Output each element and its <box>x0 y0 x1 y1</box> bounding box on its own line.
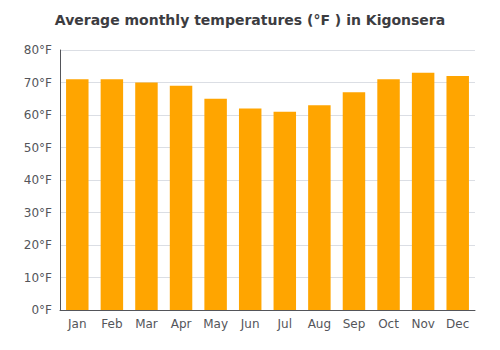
svg-text:Oct: Oct <box>378 317 399 331</box>
svg-text:Sep: Sep <box>343 317 366 331</box>
svg-text:40°F: 40°F <box>24 173 52 187</box>
svg-text:Dec: Dec <box>446 317 469 331</box>
svg-text:Apr: Apr <box>171 317 192 331</box>
svg-text:0°F: 0°F <box>31 303 52 317</box>
svg-text:Jul: Jul <box>277 317 292 331</box>
svg-text:50°F: 50°F <box>24 141 52 155</box>
svg-text:80°F: 80°F <box>24 43 52 57</box>
svg-text:Jun: Jun <box>240 317 260 331</box>
svg-text:May: May <box>203 317 228 331</box>
svg-text:70°F: 70°F <box>24 76 52 90</box>
svg-text:Jan: Jan <box>67 317 87 331</box>
svg-text:Aug: Aug <box>308 317 331 331</box>
svg-text:Average monthly temperatures (: Average monthly temperatures (°F ) in Ki… <box>55 12 445 28</box>
svg-text:Mar: Mar <box>135 317 158 331</box>
svg-text:30°F: 30°F <box>24 206 52 220</box>
svg-text:Feb: Feb <box>101 317 122 331</box>
svg-text:Nov: Nov <box>411 317 434 331</box>
svg-text:60°F: 60°F <box>24 108 52 122</box>
svg-text:20°F: 20°F <box>24 238 52 252</box>
svg-text:10°F: 10°F <box>24 271 52 285</box>
